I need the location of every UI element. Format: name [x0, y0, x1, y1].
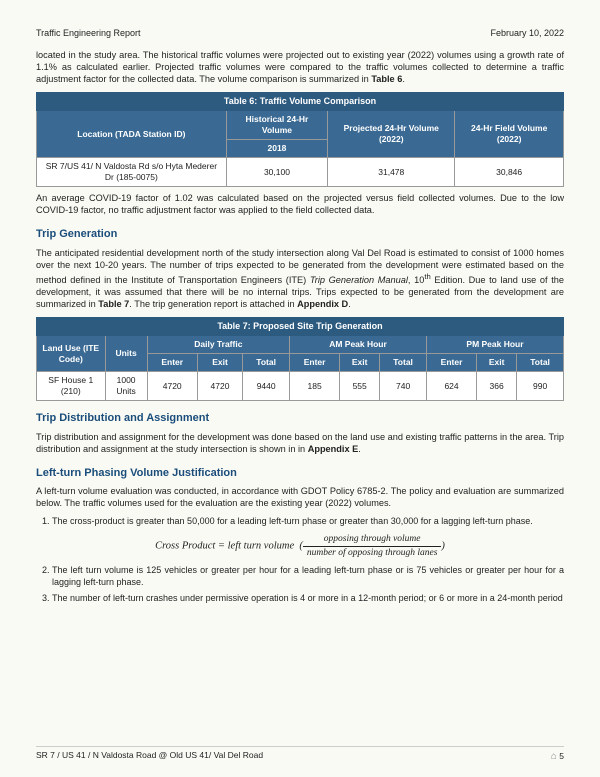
footer-page-num: 5 [559, 751, 564, 761]
section-left-turn: Left-turn Phasing Volume Justification [36, 466, 564, 480]
page-footer: SR 7 / US 41 / N Valdosta Road @ Old US … [36, 746, 564, 763]
footer-left: SR 7 / US 41 / N Valdosta Road @ Old US … [36, 750, 263, 763]
criteria-list-cont: The left turn volume is 125 vehicles or … [52, 565, 564, 604]
t6-h2a: Historical 24-Hr Volume [226, 111, 327, 140]
t7-s1: Exit [197, 354, 243, 372]
page-header: Traffic Engineering Report February 10, … [36, 28, 564, 40]
header-right: February 10, 2022 [490, 28, 564, 40]
t7-s0: Enter [147, 354, 197, 372]
t7-pm: PM Peak Hour [426, 336, 563, 354]
formula-bot: number of opposing through lanes [303, 547, 442, 559]
t6-h3: Projected 24-Hr Volume (2022) [328, 111, 455, 158]
t7-r3: 4720 [197, 372, 243, 401]
p3d: . The trip generation report is attached… [129, 299, 297, 309]
page: Traffic Engineering Report February 10, … [0, 0, 600, 777]
section-trip-generation: Trip Generation [36, 227, 564, 241]
t6-h1: Location (TADA Station ID) [37, 111, 227, 158]
p1-bold: Table 6 [371, 74, 402, 84]
t7-s7: Exit [477, 354, 517, 372]
t7-r1: 1000 Units [105, 372, 147, 401]
t6-r1c3: 31,478 [328, 158, 455, 187]
criteria-list: The cross-product is greater than 50,000… [52, 516, 564, 528]
t6-h2b: 2018 [226, 140, 327, 158]
p4a: Trip distribution and assignment for the… [36, 432, 564, 454]
t6-h4: 24-Hr Field Volume (2022) [455, 111, 564, 158]
table-6: Table 6: Traffic Volume Comparison Locat… [36, 92, 564, 188]
t7-units: Units [105, 336, 147, 372]
criteria-1: The cross-product is greater than 50,000… [52, 516, 564, 528]
p3b: , 10 [408, 275, 424, 285]
t7-r7: 740 [380, 372, 427, 401]
t7-landuse: Land Use (ITE Code) [37, 336, 106, 372]
t7-r2: 4720 [147, 372, 197, 401]
t7-r6: 555 [340, 372, 380, 401]
t7-r10: 990 [517, 372, 564, 401]
table-7: Table 7: Proposed Site Trip Generation L… [36, 317, 564, 402]
p4b: Appendix E [308, 444, 359, 454]
t7-s5: Total [380, 354, 427, 372]
t7-s3: Enter [290, 354, 340, 372]
p3bold2: Appendix D [297, 299, 348, 309]
t7-daily: Daily Traffic [147, 336, 289, 354]
footer-right: ⌂ 5 [551, 750, 564, 763]
p3i: Trip Generation Manual [310, 275, 408, 285]
t7-r9: 366 [477, 372, 517, 401]
table7-title: Table 7: Proposed Site Trip Generation [37, 317, 564, 336]
footer-logo-icon: ⌂ [551, 751, 557, 762]
paragraph-trip-dist: Trip distribution and assignment for the… [36, 432, 564, 456]
paragraph-left-turn: A left-turn volume evaluation was conduc… [36, 486, 564, 510]
p1-text: located in the study area. The historica… [36, 50, 564, 84]
criteria-3: The number of left-turn crashes under pe… [52, 593, 564, 605]
paragraph-covid: An average COVID-19 factor of 1.02 was c… [36, 193, 564, 217]
formula-fraction: opposing through volume number of opposi… [303, 533, 442, 559]
t7-r8: 624 [426, 372, 476, 401]
paragraph-intro: located in the study area. The historica… [36, 50, 564, 86]
t7-s8: Total [517, 354, 564, 372]
t7-am: AM Peak Hour [290, 336, 427, 354]
formula-top: opposing through volume [303, 533, 442, 546]
t7-r5: 185 [290, 372, 340, 401]
paragraph-trip-gen: The anticipated residential development … [36, 248, 564, 311]
cross-product-formula: Cross Product = left turn volume ( oppos… [36, 533, 564, 559]
header-left: Traffic Engineering Report [36, 28, 141, 40]
formula-lhs: Cross Product = left turn volume [155, 541, 294, 552]
t7-s2: Total [243, 354, 290, 372]
section-trip-dist: Trip Distribution and Assignment [36, 411, 564, 425]
t7-s6: Enter [426, 354, 476, 372]
p3bold: Table 7 [98, 299, 129, 309]
t7-r4: 9440 [243, 372, 290, 401]
t7-r0: SF House 1 (210) [37, 372, 106, 401]
criteria-2: The left turn volume is 125 vehicles or … [52, 565, 564, 588]
t6-r1c1: SR 7/US 41/ N Valdosta Rd s/o Hyta Meder… [37, 158, 227, 187]
t6-r1c2: 30,100 [226, 158, 327, 187]
t7-s4: Exit [340, 354, 380, 372]
t6-r1c4: 30,846 [455, 158, 564, 187]
table6-title: Table 6: Traffic Volume Comparison [37, 92, 564, 111]
